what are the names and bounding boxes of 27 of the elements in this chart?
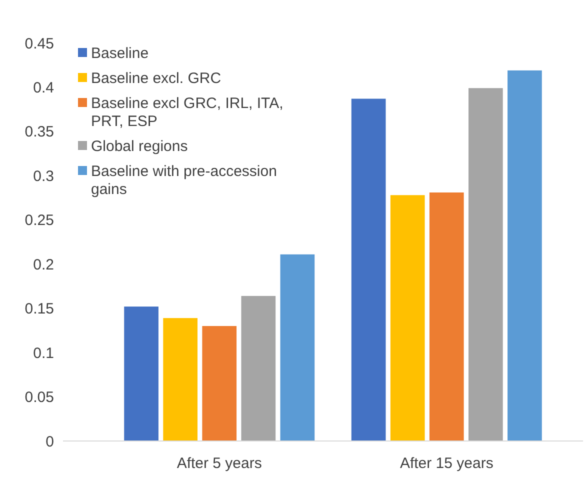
y-tick-label: 0 [46, 433, 54, 450]
y-tick-label: 0.25 [24, 212, 54, 230]
bar [468, 88, 503, 441]
bar [280, 254, 315, 441]
bar [508, 70, 542, 441]
bar [124, 306, 158, 441]
y-tick-label: 0.15 [24, 300, 54, 318]
bar [390, 195, 425, 441]
legend-label: Baseline excl GRC, IRL, ITA, PRT, ESP [91, 95, 284, 130]
legend-label: Baseline [91, 45, 149, 62]
bar [241, 296, 276, 441]
x-tick-label: After 15 years [400, 455, 494, 472]
bar [429, 192, 464, 441]
y-tick-label: 0.2 [33, 256, 54, 274]
y-tick-label: 0.35 [24, 124, 54, 141]
y-tick-label: 0.1 [33, 344, 54, 362]
legend-label: Baseline with pre-accession gains [91, 163, 277, 198]
bar [163, 318, 198, 441]
y-tick-label: 0.05 [24, 389, 54, 406]
legend-label: Global regions [91, 138, 188, 155]
bar [351, 98, 386, 441]
y-tick-label: 0.4 [33, 79, 54, 96]
bar [202, 326, 237, 441]
x-tick-label: After 5 years [176, 455, 262, 472]
y-tick-label: 0.3 [33, 168, 54, 185]
y-tick-label: 0.45 [24, 35, 54, 52]
legend-label: Baseline excl. GRC [91, 70, 222, 87]
